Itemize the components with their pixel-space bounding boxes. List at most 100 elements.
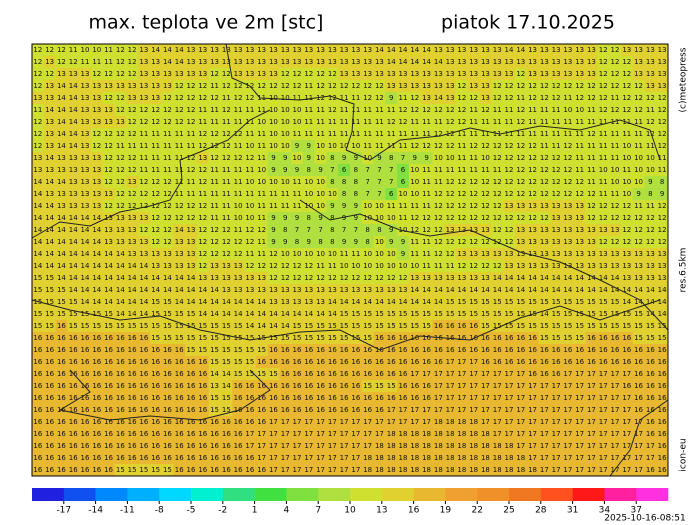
temperature-label: 13	[457, 250, 466, 258]
temperature-label: 14	[151, 46, 160, 54]
temperature-label: 16	[245, 382, 254, 390]
temperature-label: 17	[611, 406, 620, 414]
temperature-cell	[173, 44, 186, 57]
temperature-label: 15	[505, 298, 514, 306]
temperature-label: 16	[234, 394, 243, 402]
temperature-label: 14	[422, 298, 431, 306]
temperature-label: 15	[163, 466, 172, 474]
temperature-cell	[55, 56, 68, 69]
temperature-label: 17	[304, 454, 313, 462]
temperature-label: 13	[234, 262, 243, 270]
temperature-label: 14	[399, 298, 408, 306]
temperature-label: 14	[81, 226, 90, 234]
temperature-cell	[314, 44, 327, 57]
temperature-label: 15	[210, 406, 219, 414]
temperature-label: 13	[187, 226, 196, 234]
temperature-label: 12	[516, 70, 525, 78]
temperature-cell	[208, 104, 221, 117]
temperature-cell	[161, 128, 174, 141]
temperature-cell	[361, 68, 374, 81]
temperature-label: 16	[434, 358, 443, 366]
temperature-label: 12	[328, 82, 337, 90]
temperature-label: 16	[139, 418, 148, 426]
temperature-label: 12	[563, 154, 572, 162]
temperature-label: 12	[45, 46, 54, 54]
temperature-label: 12	[128, 190, 137, 198]
temperature-cell	[361, 140, 374, 153]
temperature-label: 16	[175, 430, 184, 438]
temperature-cell	[126, 92, 139, 105]
temperature-label: 13	[505, 250, 514, 258]
temperature-label: 12	[434, 106, 443, 114]
temperature-label: 13	[222, 274, 231, 282]
temperature-label: 12	[222, 250, 231, 258]
temperature-label: 15	[516, 322, 525, 330]
temperature-label: 16	[658, 394, 667, 402]
temperature-label: 13	[599, 226, 608, 234]
temperature-label: 8	[354, 178, 358, 186]
temperature-label: 10	[634, 178, 643, 186]
temperature-label: 16	[245, 418, 254, 426]
temperature-label: 12	[457, 202, 466, 210]
temperature-label: 11	[304, 118, 313, 126]
temperature-label: 13	[363, 286, 372, 294]
temperature-label: 13	[269, 58, 278, 66]
temperature-label: 14	[210, 370, 219, 378]
temperature-label: 15	[399, 322, 408, 330]
temperature-label: 8	[330, 178, 334, 186]
temperature-label: 10	[281, 142, 290, 150]
temperature-cell	[161, 56, 174, 69]
temperature-label: 13	[81, 82, 90, 90]
temperature-label: 17	[434, 370, 443, 378]
temperature-cell	[79, 68, 92, 81]
temperature-label: 15	[422, 310, 431, 318]
temperature-label: 14	[33, 214, 42, 222]
temperature-label: 13	[410, 274, 419, 282]
temperature-label: 8	[283, 226, 287, 234]
temperature-label: 11	[399, 94, 408, 102]
temperature-label: 13	[45, 58, 54, 66]
temperature-label: 7	[389, 178, 393, 186]
temperature-label: 15	[540, 334, 549, 342]
temperature-cell	[43, 152, 56, 165]
temperature-label: 17	[552, 454, 561, 462]
temperature-cell	[90, 56, 103, 69]
temperature-label: 12	[516, 118, 525, 126]
temperature-label: 13	[552, 202, 561, 210]
temperature-label: 13	[540, 202, 549, 210]
temperature-cell	[67, 68, 80, 81]
temperature-label: 12	[234, 250, 243, 258]
temperature-cell	[373, 44, 386, 57]
temperature-label: 11	[116, 142, 125, 150]
temperature-label: 12	[151, 226, 160, 234]
temperature-cell	[302, 140, 315, 153]
temperature-label: 13	[658, 70, 667, 78]
temperature-cell	[255, 140, 268, 153]
temperature-label: 17	[351, 466, 360, 474]
temperature-label: 16	[375, 334, 384, 342]
temperature-label: 16	[646, 466, 655, 474]
temperature-label: 14	[33, 178, 42, 186]
temperature-label: 13	[634, 262, 643, 270]
temperature-cell	[79, 80, 92, 93]
temperature-label: 12	[505, 94, 514, 102]
temperature-cell	[573, 68, 586, 81]
temperature-label: 11	[505, 118, 514, 126]
temperature-cell	[585, 68, 598, 81]
temperature-label: 11	[139, 142, 148, 150]
temperature-label: 17	[387, 418, 396, 426]
temperature-cell	[102, 128, 115, 141]
temperature-label: 7	[295, 226, 299, 234]
temperature-label: 12	[505, 82, 514, 90]
temperature-label: 15	[575, 298, 584, 306]
temperature-label: 14	[139, 298, 148, 306]
temperature-label: 13	[516, 58, 525, 66]
temperature-label: 16	[222, 430, 231, 438]
temperature-cell	[67, 80, 80, 93]
temperature-label: 12	[281, 82, 290, 90]
temperature-label: 13	[187, 262, 196, 270]
temperature-label: 10	[245, 202, 254, 210]
temperature-label: 16	[363, 358, 372, 366]
temperature-label: 13	[304, 286, 313, 294]
temperature-label: 15	[210, 394, 219, 402]
